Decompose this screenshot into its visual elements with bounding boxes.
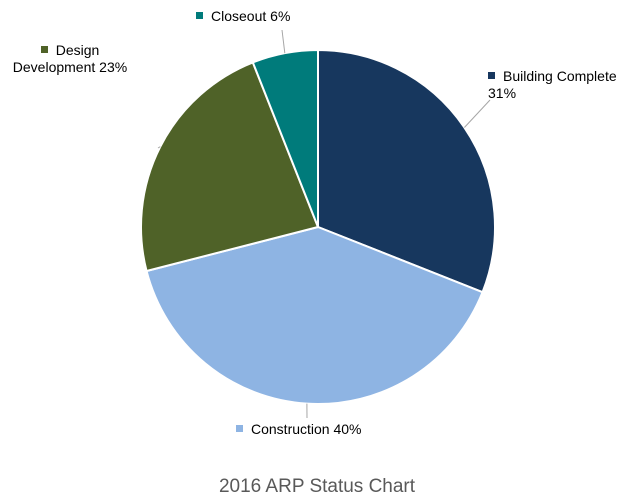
label-category: Design Development <box>12 42 100 75</box>
leader-line <box>157 146 161 149</box>
pie-slice <box>140 61 320 273</box>
label-value: 6% <box>270 8 291 24</box>
pie-slice <box>317 48 496 294</box>
label-value: 31% <box>488 85 517 101</box>
legend-key <box>196 12 203 19</box>
data-label: Design Development 23% <box>10 42 130 76</box>
data-label: Closeout 6% <box>196 8 316 25</box>
pie-slice <box>251 48 319 228</box>
label-category: Construction <box>251 421 330 437</box>
data-label: Construction 40% <box>236 421 396 438</box>
chart-title: 2016 ARP Status Chart <box>218 476 416 496</box>
legend-key <box>236 425 243 432</box>
label-value: 23% <box>99 59 128 75</box>
data-label: Building Complete 31% <box>488 68 618 102</box>
pie-area <box>140 29 496 419</box>
label-category: Building Complete <box>503 68 617 84</box>
leader-line <box>281 29 286 54</box>
legend-key <box>40 46 48 53</box>
label-category: Closeout <box>211 8 267 24</box>
pie-slice <box>145 225 484 405</box>
legend-key <box>488 72 495 79</box>
leader-line <box>464 99 491 128</box>
label-value: 40% <box>333 421 362 437</box>
